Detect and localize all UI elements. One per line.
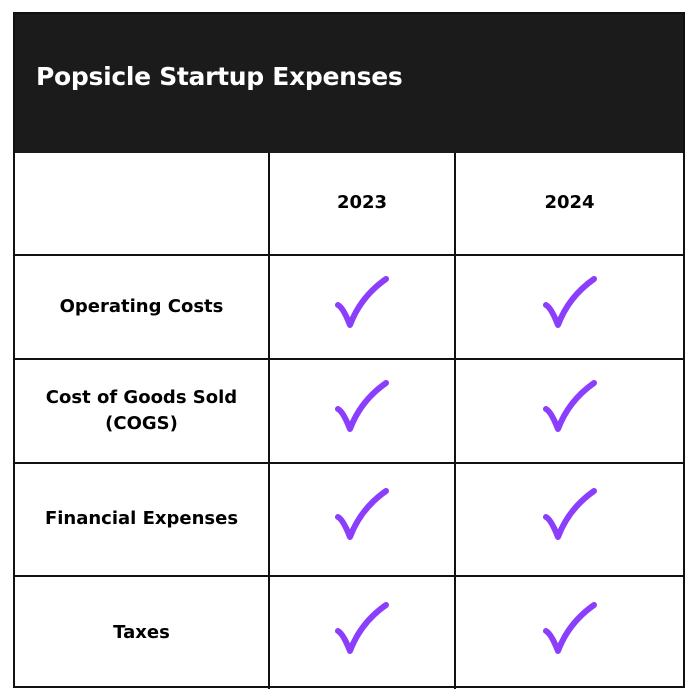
checkmark-icon [335, 488, 389, 541]
expenses-table-card: Popsicle Startup Expenses 2023 2024 Oper… [13, 12, 685, 689]
table-header: Popsicle Startup Expenses [15, 14, 683, 153]
check-cell [268, 358, 456, 464]
checkmark-icon [542, 379, 597, 432]
table-row: Taxes [15, 575, 683, 689]
row-label: Financial Expenses [15, 462, 270, 577]
checkmark-icon [335, 379, 389, 432]
checkmark-icon [335, 601, 389, 654]
table-title: Popsicle Startup Expenses [36, 62, 403, 91]
column-header-empty [15, 153, 270, 256]
column-header-2024: 2024 [454, 153, 683, 256]
table-row: Financial Expenses [15, 462, 683, 577]
check-cell [454, 254, 683, 360]
row-label: Operating Costs [15, 254, 270, 360]
table-row: Cost of Goods Sold (COGS) [15, 358, 683, 464]
checkmark-icon [542, 275, 597, 328]
check-cell [268, 254, 456, 360]
checkmark-icon [335, 275, 389, 328]
checkmark-icon [542, 601, 597, 654]
check-cell [268, 575, 456, 689]
check-cell [454, 462, 683, 577]
check-cell [268, 462, 456, 577]
column-header-2023: 2023 [268, 153, 456, 256]
row-label: Cost of Goods Sold (COGS) [15, 358, 270, 464]
row-label: Taxes [15, 575, 270, 689]
checkmark-icon [542, 488, 597, 541]
expenses-table: 2023 2024 Operating Costs Cost of Goods S… [15, 153, 683, 689]
column-header-row: 2023 2024 [15, 153, 683, 256]
check-cell [454, 575, 683, 689]
check-cell [454, 358, 683, 464]
table-row: Operating Costs [15, 254, 683, 360]
